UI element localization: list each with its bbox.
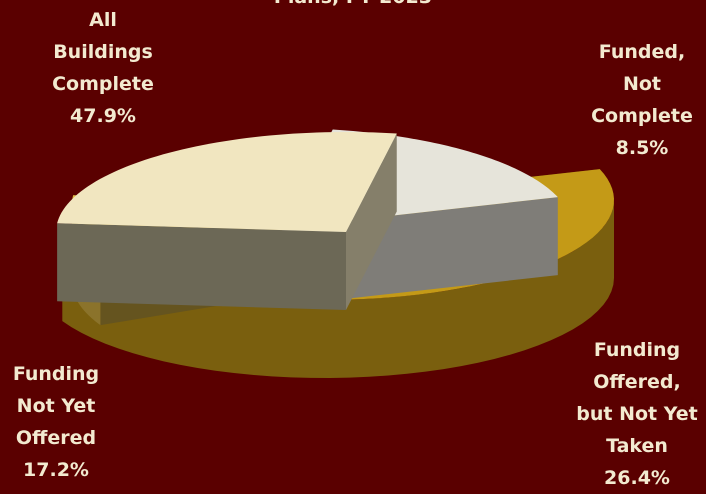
label-line: Offered [15,427,97,449]
label-line: Taken [606,435,668,457]
slice-side-face [57,223,347,310]
label-value: 47.9% [70,105,136,127]
label-line: Complete [52,73,154,95]
label-funded-not-complete: Funded, Not Complete 8.5% [578,36,706,164]
label-value: 8.5% [615,137,669,159]
slice-rim [62,200,614,378]
slice-side-face [346,133,397,310]
label-funding-not-yet-offered: Funding Not Yet Offered 17.2% [0,358,112,486]
label-line: Offered, [593,371,681,393]
label-line: Buildings [53,41,153,63]
label-line: Complete [591,105,693,127]
label-funding-offered-not-taken: Funding Offered, but Not Yet Taken 26.4% [568,334,706,494]
label-all-buildings-complete: All Buildings Complete 47.9% [28,4,178,132]
label-line: Funding [593,339,681,361]
label-line: Not Yet [16,395,96,417]
label-line: Funding [12,363,100,385]
label-line: All [89,9,117,31]
label-line: but Not Yet [576,403,698,425]
label-value: 26.4% [604,467,670,489]
label-line: Funded, [598,41,686,63]
pie-slice-2 [57,132,397,310]
label-line: Not [622,73,662,95]
label-value: 17.2% [23,459,89,481]
slice-top-face [57,132,397,232]
chart-title: Plans, FY 2023 [0,0,706,8]
